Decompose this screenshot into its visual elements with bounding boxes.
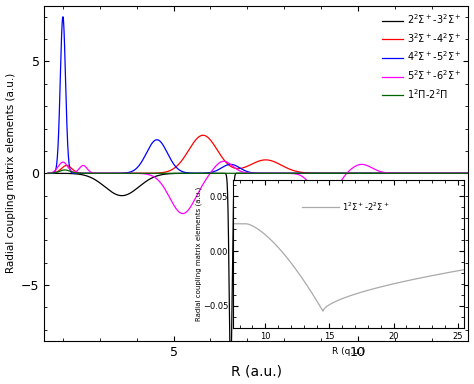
3$^2$$\Sigma$$^+$-4$^2$$\Sigma$$^+$ — [251, 161, 256, 166]
2$^2$$\Sigma$$^+$-3$^2$$\Sigma$$^+$ — [71, 171, 76, 176]
5$^2$$\Sigma$$^+$-6$^2$$\Sigma$$^+$ — [46, 171, 51, 175]
Line: 5$^2$$\Sigma$$^+$-6$^2$$\Sigma$$^+$: 5$^2$$\Sigma$$^+$-6$^2$$\Sigma$$^+$ — [48, 161, 468, 214]
Line: 4$^2$$\Sigma$$^+$-5$^2$$\Sigma$$^+$: 4$^2$$\Sigma$$^+$-5$^2$$\Sigma$$^+$ — [48, 17, 468, 173]
3$^2$$\Sigma$$^+$-4$^2$$\Sigma$$^+$ — [46, 171, 51, 175]
4$^2$$\Sigma$$^+$-5$^2$$\Sigma$$^+$ — [63, 79, 68, 84]
2$^2$$\Sigma$$^+$-3$^2$$\Sigma$$^+$ — [47, 171, 53, 175]
3$^2$$\Sigma$$^+$-4$^2$$\Sigma$$^+$ — [443, 171, 449, 175]
5$^2$$\Sigma$$^+$-6$^2$$\Sigma$$^+$ — [71, 170, 76, 174]
1$^2$$\Pi$-2$^2$$\Pi$ — [62, 168, 68, 172]
Line: 3$^2$$\Sigma$$^+$-4$^2$$\Sigma$$^+$: 3$^2$$\Sigma$$^+$-4$^2$$\Sigma$$^+$ — [48, 135, 468, 173]
5$^2$$\Sigma$$^+$-6$^2$$\Sigma$$^+$ — [47, 171, 53, 175]
2$^2$$\Sigma$$^+$-3$^2$$\Sigma$$^+$ — [228, 372, 234, 377]
3$^2$$\Sigma$$^+$-4$^2$$\Sigma$$^+$ — [200, 133, 206, 137]
4$^2$$\Sigma$$^+$-5$^2$$\Sigma$$^+$ — [443, 171, 449, 175]
2$^2$$\Sigma$$^+$-3$^2$$\Sigma$$^+$ — [128, 190, 133, 195]
4$^2$$\Sigma$$^+$-5$^2$$\Sigma$$^+$ — [46, 171, 51, 175]
4$^2$$\Sigma$$^+$-5$^2$$\Sigma$$^+$ — [465, 171, 471, 175]
3$^2$$\Sigma$$^+$-4$^2$$\Sigma$$^+$ — [128, 171, 133, 175]
4$^2$$\Sigma$$^+$-5$^2$$\Sigma$$^+$ — [47, 171, 53, 175]
2$^2$$\Sigma$$^+$-3$^2$$\Sigma$$^+$ — [465, 171, 471, 175]
4$^2$$\Sigma$$^+$-5$^2$$\Sigma$$^+$ — [60, 15, 66, 19]
5$^2$$\Sigma$$^+$-6$^2$$\Sigma$$^+$ — [180, 211, 185, 216]
5$^2$$\Sigma$$^+$-6$^2$$\Sigma$$^+$ — [443, 171, 449, 175]
X-axis label: R (a.u.): R (a.u.) — [231, 364, 282, 379]
1$^2$$\Pi$-2$^2$$\Pi$ — [443, 171, 449, 175]
Line: 1$^2$$\Pi$-2$^2$$\Pi$: 1$^2$$\Pi$-2$^2$$\Pi$ — [48, 170, 468, 173]
4$^2$$\Sigma$$^+$-5$^2$$\Sigma$$^+$ — [128, 170, 133, 174]
Y-axis label: Radial coupling matrix elements (a.u.): Radial coupling matrix elements (a.u.) — [6, 73, 16, 273]
1$^2$$\Pi$-2$^2$$\Pi$ — [71, 170, 76, 175]
5$^2$$\Sigma$$^+$-6$^2$$\Sigma$$^+$ — [465, 171, 471, 175]
3$^2$$\Sigma$$^+$-4$^2$$\Sigma$$^+$ — [71, 167, 76, 172]
2$^2$$\Sigma$$^+$-3$^2$$\Sigma$$^+$ — [63, 171, 68, 176]
1$^2$$\Pi$-2$^2$$\Pi$ — [46, 171, 51, 175]
2$^2$$\Sigma$$^+$-3$^2$$\Sigma$$^+$ — [443, 171, 449, 175]
1$^2$$\Pi$-2$^2$$\Pi$ — [63, 168, 68, 172]
1$^2$$\Pi$-2$^2$$\Pi$ — [47, 171, 53, 175]
3$^2$$\Sigma$$^+$-4$^2$$\Sigma$$^+$ — [47, 171, 53, 175]
Legend: 2$^2$$\Sigma$$^+$-3$^2$$\Sigma$$^+$, 3$^2$$\Sigma$$^+$-4$^2$$\Sigma$$^+$, 4$^2$$: 2$^2$$\Sigma$$^+$-3$^2$$\Sigma$$^+$, 3$^… — [380, 10, 464, 103]
5$^2$$\Sigma$$^+$-6$^2$$\Sigma$$^+$ — [221, 159, 227, 164]
5$^2$$\Sigma$$^+$-6$^2$$\Sigma$$^+$ — [128, 171, 133, 175]
5$^2$$\Sigma$$^+$-6$^2$$\Sigma$$^+$ — [251, 171, 256, 175]
3$^2$$\Sigma$$^+$-4$^2$$\Sigma$$^+$ — [465, 171, 471, 175]
2$^2$$\Sigma$$^+$-3$^2$$\Sigma$$^+$ — [251, 171, 256, 175]
4$^2$$\Sigma$$^+$-5$^2$$\Sigma$$^+$ — [251, 170, 256, 175]
5$^2$$\Sigma$$^+$-6$^2$$\Sigma$$^+$ — [63, 161, 68, 166]
4$^2$$\Sigma$$^+$-5$^2$$\Sigma$$^+$ — [71, 171, 76, 175]
2$^2$$\Sigma$$^+$-3$^2$$\Sigma$$^+$ — [46, 171, 51, 175]
3$^2$$\Sigma$$^+$-4$^2$$\Sigma$$^+$ — [63, 163, 68, 168]
Line: 2$^2$$\Sigma$$^+$-3$^2$$\Sigma$$^+$: 2$^2$$\Sigma$$^+$-3$^2$$\Sigma$$^+$ — [48, 173, 468, 374]
1$^2$$\Pi$-2$^2$$\Pi$ — [128, 171, 133, 175]
1$^2$$\Pi$-2$^2$$\Pi$ — [251, 171, 256, 175]
1$^2$$\Pi$-2$^2$$\Pi$ — [465, 171, 471, 175]
1$^2$$\Pi$-2$^2$$\Pi$ — [263, 171, 269, 175]
